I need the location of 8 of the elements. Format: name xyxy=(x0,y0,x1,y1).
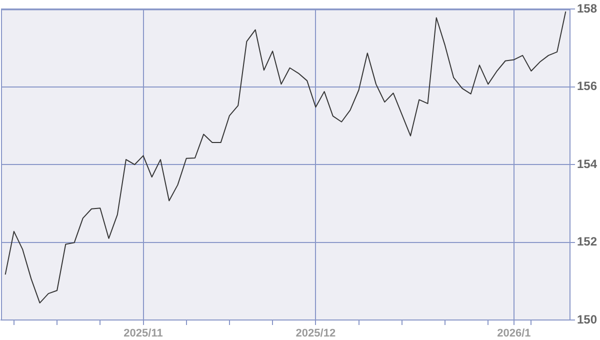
y-tick-label: 150 xyxy=(577,312,598,326)
y-tick-label: 158 xyxy=(577,2,598,16)
x-tick-label: 2025/11 xyxy=(124,328,163,340)
y-tick-label: 152 xyxy=(577,234,598,249)
y-tick-label: 154 xyxy=(577,156,598,171)
x-tick-label: 2025/12 xyxy=(296,328,336,340)
y-tick-label: 156 xyxy=(577,79,598,94)
x-tick-label: 2026/1 xyxy=(497,328,531,340)
